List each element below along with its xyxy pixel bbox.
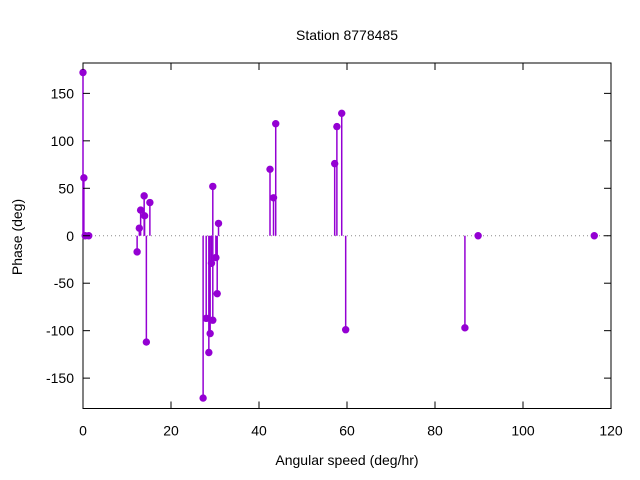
data-point — [212, 253, 220, 262]
data-point — [209, 182, 217, 191]
data-point — [142, 338, 151, 346]
y-tick-label: 0 — [66, 228, 74, 244]
x-tick-label: 40 — [251, 423, 267, 439]
x-tick-label: 60 — [339, 423, 355, 439]
y-tick-label: -50 — [54, 275, 74, 291]
data-point — [146, 198, 154, 207]
x-tick-label: 0 — [79, 423, 87, 439]
y-tick-label: 50 — [58, 180, 74, 196]
x-tick-label: 20 — [163, 423, 179, 439]
data-point — [209, 316, 217, 324]
data-point — [266, 165, 274, 174]
data-point — [207, 259, 216, 267]
data-point — [474, 232, 482, 240]
y-tick-label: 150 — [51, 85, 75, 101]
y-tick-label: 100 — [51, 133, 75, 149]
data-point — [79, 68, 87, 77]
data-point — [199, 394, 207, 402]
x-tick-label: 120 — [599, 423, 623, 439]
chart-title: Station 8778485 — [296, 27, 398, 43]
y-tick-label: -150 — [46, 370, 74, 386]
data-point — [269, 194, 278, 202]
data-point — [214, 219, 223, 228]
data-point — [140, 192, 148, 200]
data-point — [213, 289, 221, 298]
x-axis-label: Angular speed (deg/hr) — [275, 452, 419, 468]
y-axis-label: Phase (deg) — [9, 198, 25, 276]
data-point — [590, 232, 598, 240]
data-point — [202, 314, 210, 323]
data-point — [135, 224, 144, 232]
data-point — [272, 120, 280, 128]
data-point — [80, 174, 88, 182]
data-point — [133, 248, 141, 256]
data-point — [338, 109, 346, 118]
data-point — [341, 326, 350, 334]
data-point — [333, 122, 341, 131]
data-point — [330, 159, 339, 168]
data-point — [205, 348, 213, 357]
x-tick-label: 100 — [511, 423, 535, 439]
y-tick-label: -100 — [46, 323, 74, 339]
data-point — [140, 212, 149, 220]
data-point — [206, 329, 214, 338]
data-point — [461, 324, 469, 332]
data-point — [136, 206, 145, 214]
x-tick-label: 80 — [427, 423, 443, 439]
